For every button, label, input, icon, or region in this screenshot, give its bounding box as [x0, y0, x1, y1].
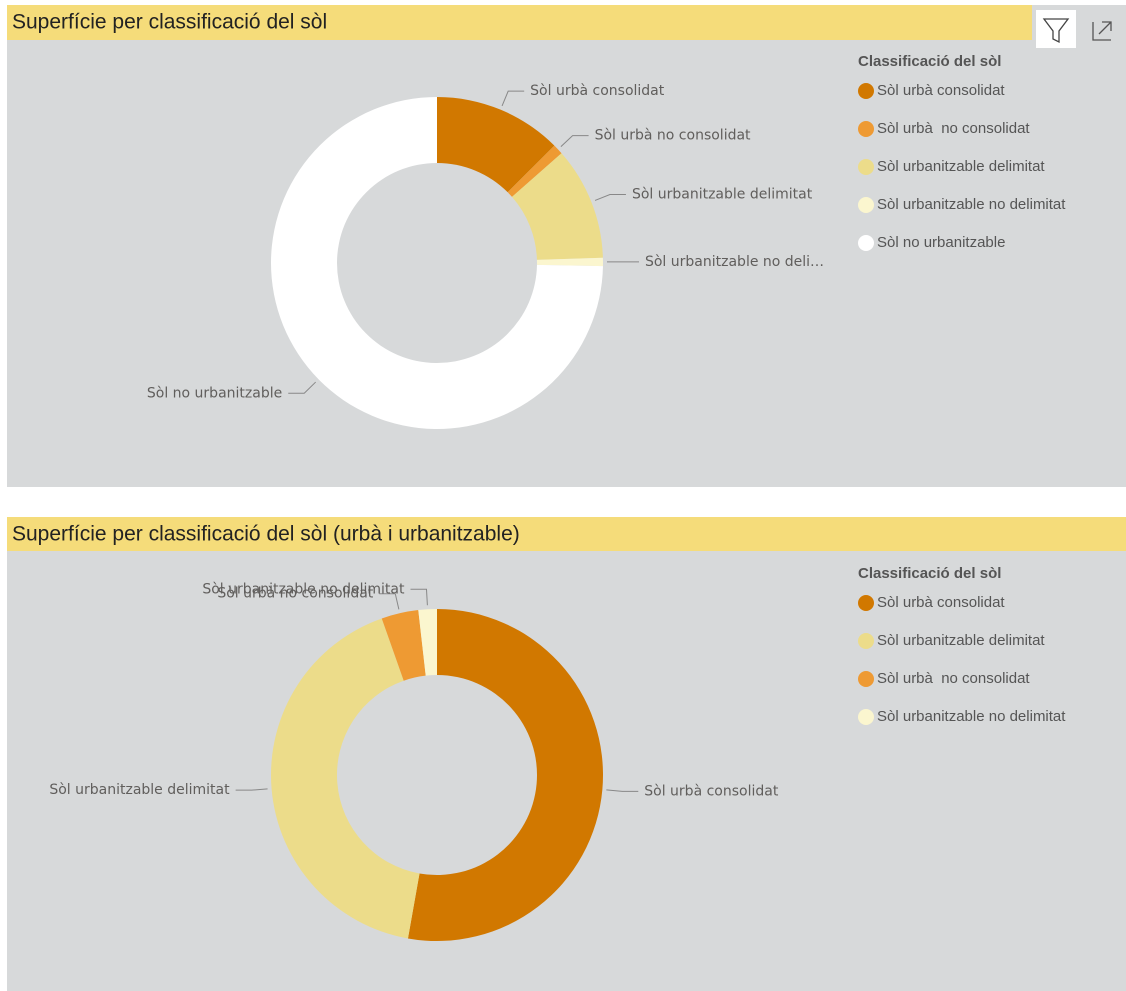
legend-title: Classificació del sòl [858, 53, 1001, 70]
legend-entry: Sòl urbanitzable delimitat [877, 158, 1045, 175]
legend-entry: Sòl urbanitzable no delimitat [877, 196, 1066, 213]
legend-marker [858, 671, 874, 687]
donut-slice [271, 618, 420, 939]
legend-entry: Sòl urbà no consolidat [877, 670, 1030, 687]
legend-marker [858, 633, 874, 649]
slice-label: Sòl urbanitzable no delimitat [202, 581, 405, 597]
leader-line [560, 135, 589, 147]
donut-slice [437, 97, 555, 193]
legend-marker [858, 595, 874, 611]
legend-title: Classificació del sòl [858, 565, 1001, 582]
donut-slice [507, 145, 562, 197]
filter-icon[interactable] [1036, 10, 1076, 48]
legend-entry: Sòl urbà no consolidat [877, 120, 1030, 137]
donut-slice [512, 153, 603, 260]
legend-entry: Sòl urbà consolidat [877, 594, 1005, 611]
leader-line [606, 789, 639, 792]
donut-slice [270, 97, 603, 429]
leader-line [235, 788, 268, 791]
donut-slice [407, 609, 604, 942]
legend-entry: Sòl urbanitzable delimitat [877, 632, 1045, 649]
slice-label: Sòl urbà consolidat [644, 783, 779, 799]
focus-mode-icon[interactable] [1092, 21, 1112, 41]
legend-entry: Sòl urbà consolidat [877, 82, 1005, 99]
leader-line [501, 90, 525, 107]
donut-slice [418, 609, 437, 676]
leader-line [410, 588, 428, 606]
legend-marker [858, 197, 874, 213]
chart-title: Superfície per classificació del sòl (ur… [12, 523, 520, 546]
title-bar [7, 5, 1032, 40]
leader-line [594, 194, 626, 201]
title-bar [7, 517, 1126, 551]
leader-line [288, 381, 317, 394]
legend-marker [858, 709, 874, 725]
legend-marker [858, 159, 874, 175]
slice-label: Sòl urbanitzable delimitat [632, 187, 813, 203]
slice-label: Sòl urbà no consolidat [217, 586, 373, 602]
legend-marker [858, 235, 874, 251]
donut-slice [381, 610, 426, 681]
slice-label: Sòl urbà consolidat [530, 83, 665, 99]
slice-label: Sòl urbà no consolidat [595, 128, 751, 144]
slice-label: Sòl no urbanitzable [147, 385, 282, 401]
legend-entry: Sòl urbanitzable no delimitat [877, 708, 1066, 725]
slice-label: Sòl urbanitzable delimitat [49, 782, 230, 798]
legend-marker [858, 121, 874, 137]
chart-title: Superfície per classificació del sòl [12, 11, 327, 34]
legend-marker [858, 83, 874, 99]
leader-line [379, 593, 400, 610]
donut-slice [536, 257, 603, 267]
legend-entry: Sòl no urbanitzable [877, 234, 1005, 251]
slice-label: Sòl urbanitzable no deli… [645, 254, 824, 270]
